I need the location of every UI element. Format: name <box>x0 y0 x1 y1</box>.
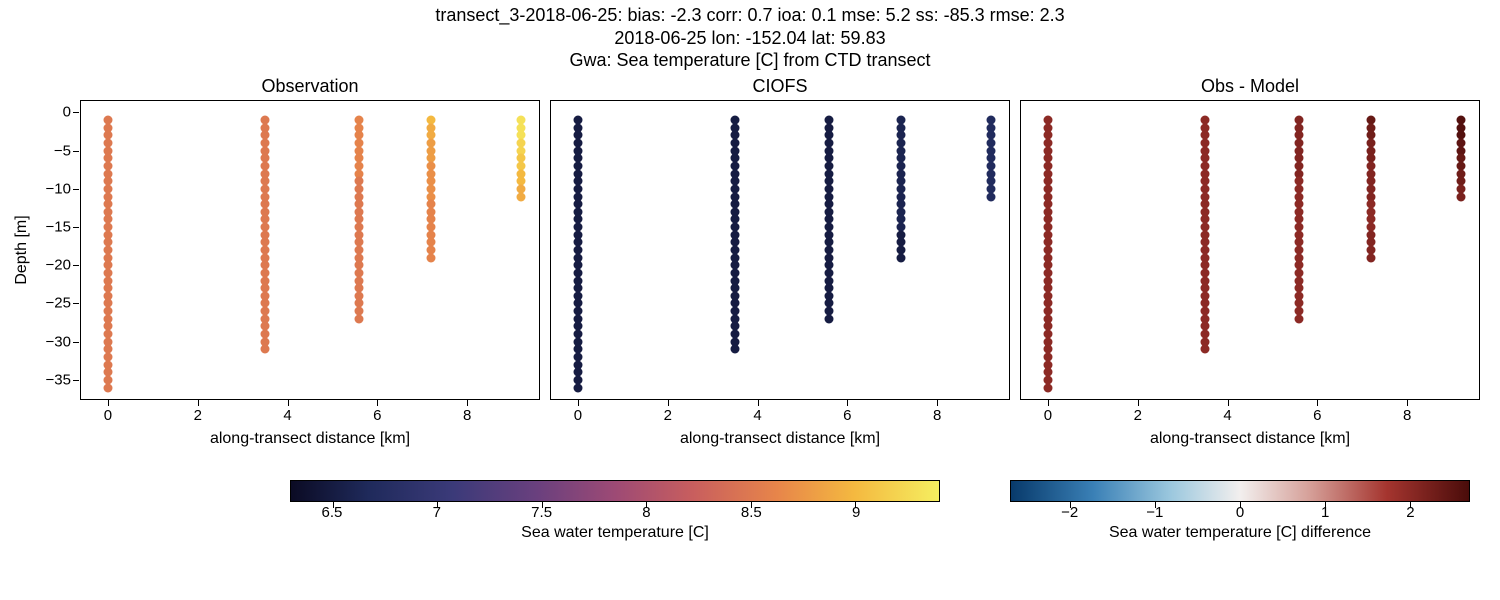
x-tick-label: 0 <box>104 407 112 424</box>
y-tick-label: −5 <box>54 142 71 159</box>
x-tick-label: 4 <box>283 407 291 424</box>
x-tick <box>668 400 669 406</box>
y-tick-label: −30 <box>46 333 71 350</box>
scatter-dot <box>987 192 996 201</box>
x-tick <box>108 400 109 406</box>
suptitle-line-1: transect_3-2018-06-25: bias: -2.3 corr: … <box>0 4 1500 27</box>
x-tick <box>377 400 378 406</box>
x-tick <box>1317 400 1318 406</box>
x-tick <box>847 400 848 406</box>
suptitle-line-2: 2018-06-25 lon: -152.04 lat: 59.83 <box>0 27 1500 50</box>
x-tick <box>1228 400 1229 406</box>
x-tick-label: 8 <box>933 407 941 424</box>
y-tick-label: −35 <box>46 371 71 388</box>
colorbar-tick-label: −1 <box>1146 504 1163 521</box>
panel-title: Obs - Model <box>1020 76 1480 97</box>
x-tick-label: 8 <box>1403 407 1411 424</box>
y-tick-label: −10 <box>46 180 71 197</box>
colorbars: 6.577.588.59Sea water temperature [C]−2−… <box>0 480 1500 580</box>
y-tick-label: 0 <box>63 104 71 121</box>
x-tick-label: 4 <box>1223 407 1231 424</box>
panel-diff: Obs - Model02468along-transect distance … <box>1020 100 1480 400</box>
figure: transect_3-2018-06-25: bias: -2.3 corr: … <box>0 0 1500 600</box>
colorbar-tick-label: 8 <box>642 504 650 521</box>
plot-area: 02468 <box>550 100 1010 400</box>
colorbar-label: Sea water temperature [C] <box>290 524 940 542</box>
colorbar-tick-label: 9 <box>852 504 860 521</box>
y-tick <box>73 342 79 343</box>
colorbar-tick-label: 7 <box>433 504 441 521</box>
x-axis-label: along-transect distance [km] <box>1020 430 1480 448</box>
colorbar-tick-label: 7.5 <box>531 504 552 521</box>
suptitle-block: transect_3-2018-06-25: bias: -2.3 corr: … <box>0 4 1500 72</box>
panel-obs: Observation0−5−10−15−20−25−30−3502468Dep… <box>80 100 540 400</box>
colorbar-label: Sea water temperature [C] difference <box>1010 524 1470 542</box>
scatter-dot <box>1367 253 1376 262</box>
colorbar-tick-label: 2 <box>1406 504 1414 521</box>
colorbar-diff: −2−1012Sea water temperature [C] differe… <box>1010 480 1470 502</box>
scatter-dot <box>731 345 740 354</box>
y-tick <box>73 189 79 190</box>
x-tick <box>937 400 938 406</box>
scatter-dot <box>517 192 526 201</box>
x-tick-label: 4 <box>753 407 761 424</box>
scatter-dot <box>1201 345 1210 354</box>
colorbar-tick-label: 6.5 <box>321 504 342 521</box>
colorbar-main: 6.577.588.59Sea water temperature [C] <box>290 480 940 502</box>
plot-area: 02468 <box>1020 100 1480 400</box>
scatter-dot <box>427 253 436 262</box>
panels-row: Observation0−5−10−15−20−25−30−3502468Dep… <box>80 100 1480 400</box>
plot-area: 0−5−10−15−20−25−30−3502468 <box>80 100 540 400</box>
scatter-dot <box>261 345 270 354</box>
x-tick <box>1138 400 1139 406</box>
x-axis-label: along-transect distance [km] <box>550 430 1010 448</box>
scatter-dot <box>355 314 364 323</box>
x-tick <box>288 400 289 406</box>
panel-mod: CIOFS02468along-transect distance [km] <box>550 100 1010 400</box>
y-tick <box>73 380 79 381</box>
colorbar-tick-label: −2 <box>1061 504 1078 521</box>
panel-title: CIOFS <box>550 76 1010 97</box>
y-tick-label: −15 <box>46 219 71 236</box>
scatter-dot <box>897 253 906 262</box>
x-tick <box>467 400 468 406</box>
y-tick-label: −25 <box>46 295 71 312</box>
colorbar-gradient <box>290 480 940 502</box>
x-axis-label: along-transect distance [km] <box>80 430 540 448</box>
colorbar-tick-label: 0 <box>1236 504 1244 521</box>
y-tick <box>73 151 79 152</box>
colorbar-tick-label: 1 <box>1321 504 1329 521</box>
scatter-dot <box>1457 192 1466 201</box>
x-tick <box>1407 400 1408 406</box>
scatter-dot <box>825 314 834 323</box>
scatter-dot <box>103 383 112 392</box>
y-tick <box>73 265 79 266</box>
scatter-dot <box>573 383 582 392</box>
y-axis-label: Depth [m] <box>13 215 31 284</box>
x-tick <box>198 400 199 406</box>
x-tick-label: 6 <box>843 407 851 424</box>
x-tick <box>758 400 759 406</box>
x-tick-label: 6 <box>1313 407 1321 424</box>
x-tick-label: 0 <box>1044 407 1052 424</box>
x-tick <box>1048 400 1049 406</box>
x-tick <box>578 400 579 406</box>
colorbar-gradient <box>1010 480 1470 502</box>
y-tick <box>73 112 79 113</box>
x-tick-label: 8 <box>463 407 471 424</box>
x-tick-label: 2 <box>1134 407 1142 424</box>
scatter-dot <box>1295 314 1304 323</box>
x-tick-label: 0 <box>574 407 582 424</box>
y-tick <box>73 227 79 228</box>
y-tick-label: −20 <box>46 257 71 274</box>
x-tick-label: 2 <box>194 407 202 424</box>
scatter-dot <box>1043 383 1052 392</box>
x-tick-label: 6 <box>373 407 381 424</box>
x-tick-label: 2 <box>664 407 672 424</box>
panel-title: Observation <box>80 76 540 97</box>
y-tick <box>73 303 79 304</box>
colorbar-tick-label: 8.5 <box>741 504 762 521</box>
suptitle-line-3: Gwa: Sea temperature [C] from CTD transe… <box>0 49 1500 72</box>
